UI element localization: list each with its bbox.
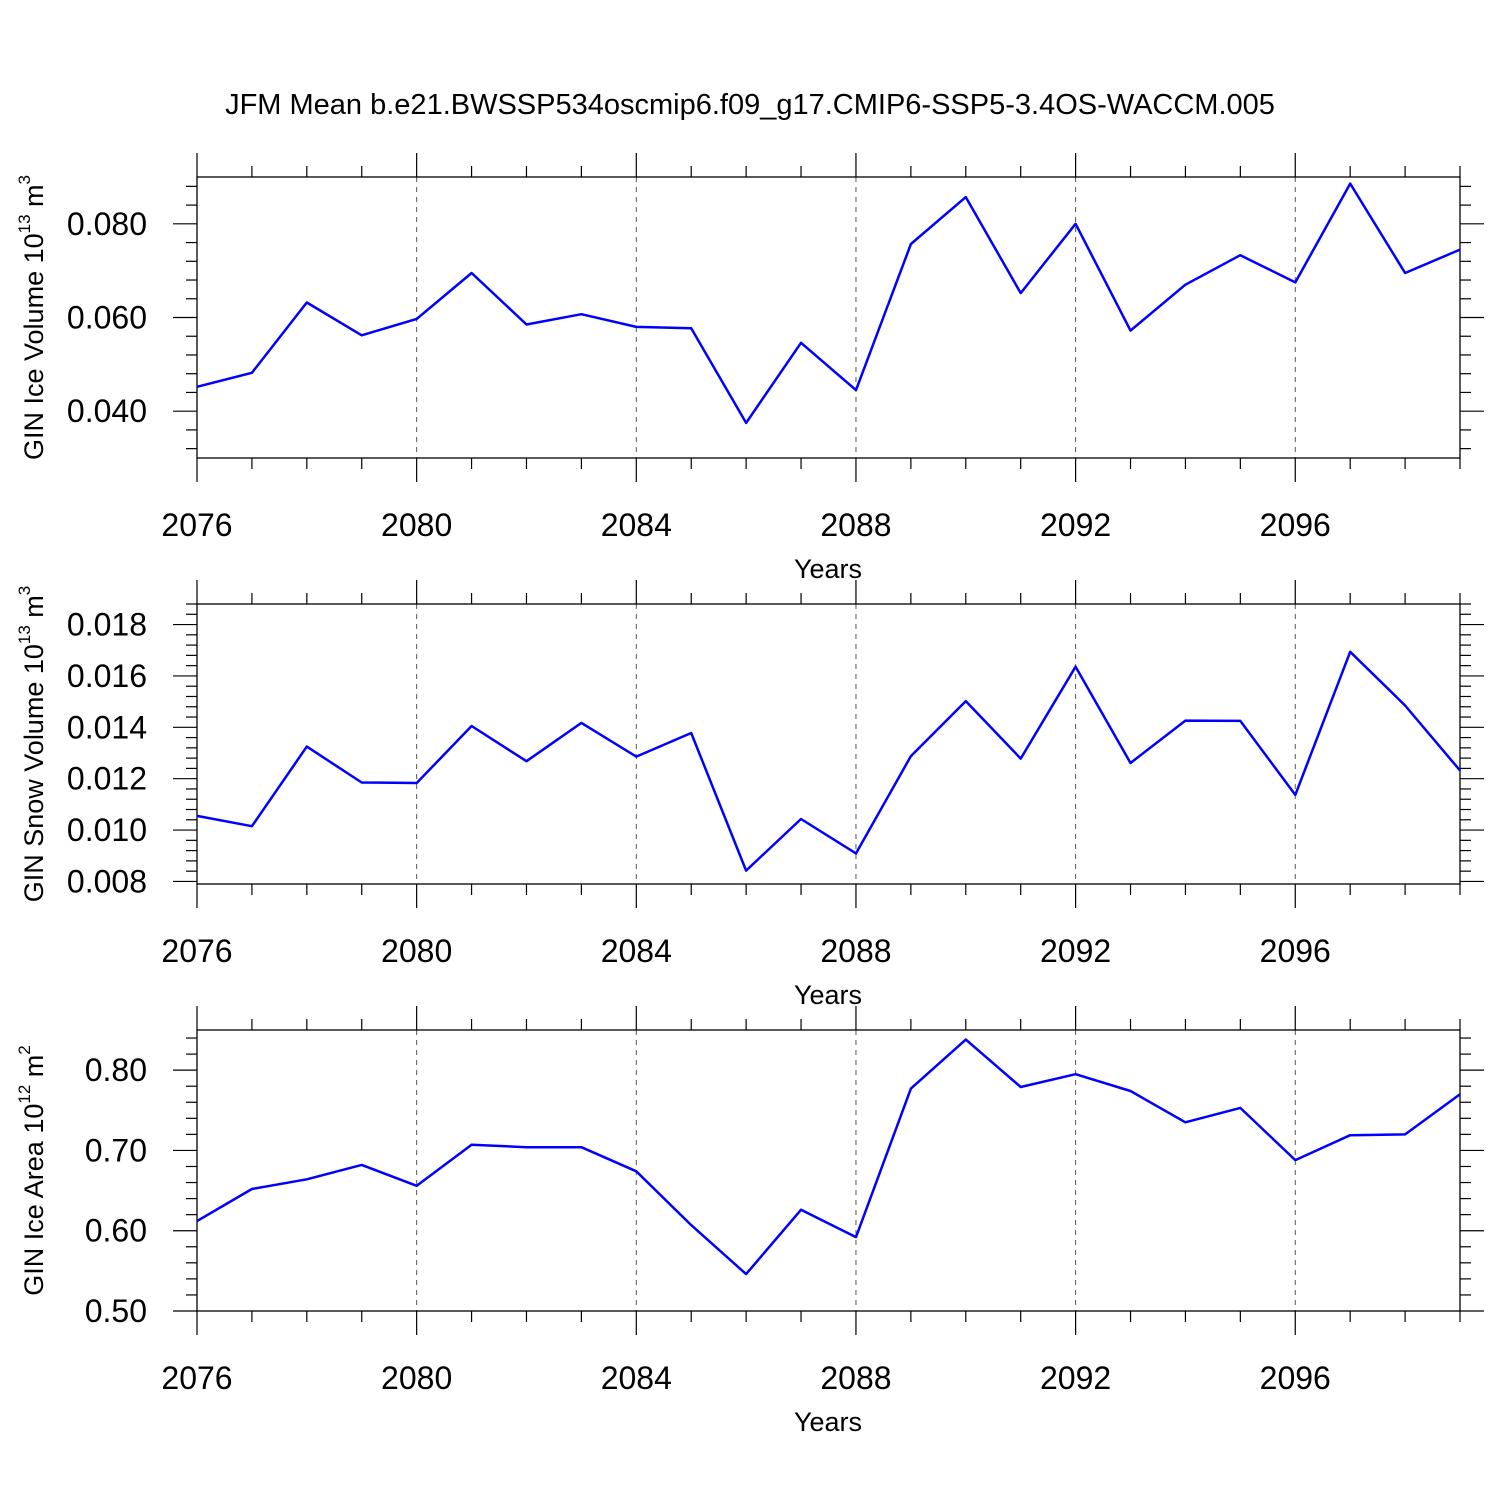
y-axis-label-text: GIN Snow Volume 10 — [19, 644, 49, 902]
y-tick-label: 0.012 — [67, 761, 147, 797]
x-tick-label: 2084 — [601, 1360, 672, 1396]
y-axis-label-exponent: 12 — [15, 1085, 34, 1104]
y-tick-label: 0.50 — [85, 1293, 147, 1329]
x-axis-label: Years — [794, 980, 862, 1010]
chart-panel-1: 0.040 0.060 0.080 2076 2080 2084 2088 2092 2096 Y… — [15, 153, 1484, 584]
y-axis-label: GIN Ice Area 1012 m2 — [15, 1045, 49, 1296]
y-tick-label: 0.70 — [85, 1132, 147, 1168]
x-tick-label: 2080 — [381, 1360, 452, 1396]
x-tick-label: 2084 — [601, 507, 672, 543]
y-axis-label-unit-exponent: 3 — [15, 586, 34, 595]
y-tick-label: 0.016 — [67, 658, 147, 694]
y-axis-label-unit-exponent: 3 — [15, 175, 34, 184]
y-axis-label: GIN Ice Volume 1013 m3 — [15, 175, 49, 460]
y-axis-label-unit-exponent: 2 — [15, 1045, 34, 1054]
series-line — [196, 650, 1461, 872]
x-tick-label: 2080 — [381, 507, 452, 543]
x-tick-label: 2088 — [820, 933, 891, 969]
y-tick-label: 0.80 — [85, 1052, 147, 1088]
x-tick-label: 2092 — [1040, 933, 1111, 969]
x-axis-label: Years — [794, 1407, 862, 1437]
y-tick-label: 0.080 — [67, 206, 147, 242]
y-axis-label-text: GIN Ice Area 10 — [19, 1104, 49, 1296]
series-line — [196, 182, 1461, 425]
chart-panel-2: 0.008 0.010 0.012 0.014 0.016 0.018 2076 2080 20… — [15, 580, 1484, 1010]
plot-frame — [196, 603, 1461, 885]
x-tick-label: 2092 — [1040, 1360, 1111, 1396]
y-tick-label: 0.008 — [67, 863, 147, 899]
x-tick-label: 2088 — [820, 507, 891, 543]
x-tick-label: 2092 — [1040, 507, 1111, 543]
x-tick-label: 2076 — [161, 507, 232, 543]
x-tick-label: 2096 — [1260, 1360, 1331, 1396]
y-axis-label-exponent: 13 — [15, 625, 34, 644]
y-axis-label: GIN Snow Volume 1013 m3 — [15, 586, 49, 903]
y-axis-label-unit: m — [19, 184, 49, 214]
chart-panel-3: 0.50 0.60 0.70 0.80 2076 2080 2084 2088 2092 2096… — [15, 1006, 1484, 1437]
x-tick-label: 2088 — [820, 1360, 891, 1396]
y-tick-label: 0.60 — [85, 1213, 147, 1249]
x-tick-label: 2096 — [1260, 933, 1331, 969]
x-tick-label: 2076 — [161, 1360, 232, 1396]
x-axis-label: Years — [794, 554, 862, 584]
x-tick-label: 2080 — [381, 933, 452, 969]
y-tick-label: 0.040 — [67, 393, 147, 429]
y-axis-label-exponent: 13 — [15, 214, 34, 233]
y-tick-label: 0.018 — [67, 607, 147, 643]
plot-frame — [196, 176, 1461, 459]
plot-frame — [196, 1029, 1461, 1312]
y-tick-label: 0.014 — [67, 709, 147, 745]
figure-title: JFM Mean b.e21.BWSSP534oscmip6.f09_g17.C… — [225, 89, 1275, 121]
y-axis-label-unit: m — [19, 1055, 49, 1085]
y-axis-label-text: GIN Ice Volume 10 — [19, 233, 49, 460]
y-axis-label-unit: m — [19, 595, 49, 625]
y-tick-label: 0.060 — [67, 300, 147, 336]
x-tick-label: 2084 — [601, 933, 672, 969]
x-tick-label: 2096 — [1260, 507, 1331, 543]
panels: 0.040 0.060 0.080 2076 2080 2084 2088 2092 2096 Y… — [15, 153, 1484, 1437]
x-tick-label: 2076 — [161, 933, 232, 969]
series-line — [196, 1038, 1461, 1276]
y-tick-label: 0.010 — [67, 812, 147, 848]
